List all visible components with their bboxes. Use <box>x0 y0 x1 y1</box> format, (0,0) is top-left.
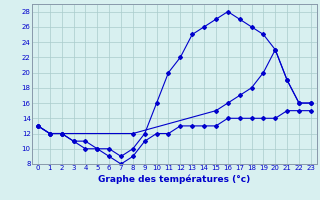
X-axis label: Graphe des températures (°c): Graphe des températures (°c) <box>98 174 251 184</box>
